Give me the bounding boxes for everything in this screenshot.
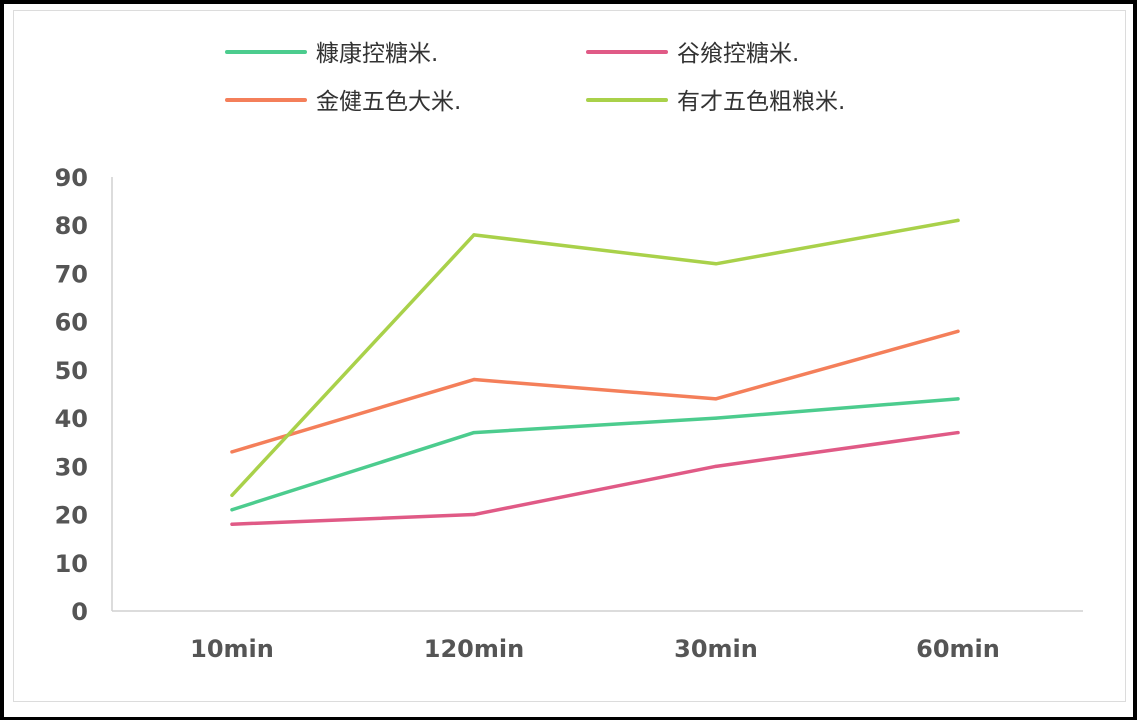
x-axis-ticks: 10min 120min 30min 60min (190, 635, 1000, 663)
data-point (714, 464, 718, 468)
series-group (230, 397, 960, 512)
legend-label: 金健五色大米. (316, 89, 461, 115)
y-tick-label: 50 (55, 357, 88, 385)
data-point (956, 397, 960, 401)
y-axis-ticks: 0 10 20 30 40 50 60 70 80 90 (55, 164, 88, 626)
data-point (956, 218, 960, 222)
legend-label: 有才五色粗粮米. (677, 89, 845, 115)
legend-item: 有才五色粗粮米. (586, 89, 845, 115)
series-line (230, 397, 960, 512)
x-tick-label: 120min (424, 635, 524, 663)
data-point (714, 262, 718, 266)
series-line (230, 329, 960, 454)
y-tick-label: 60 (55, 309, 88, 337)
data-point (230, 450, 234, 454)
axes (111, 177, 1083, 612)
x-tick-label: 60min (916, 635, 1000, 663)
legend-label: 谷飨控糖米. (677, 41, 799, 67)
series-line (230, 218, 960, 498)
x-tick-label: 10min (190, 635, 274, 663)
y-tick-label: 0 (71, 598, 88, 626)
data-point (472, 512, 476, 517)
chart-panel (13, 10, 1126, 702)
y-tick-label: 10 (55, 550, 88, 578)
series-layer (230, 218, 960, 526)
legend-item: 谷飨控糖米. (586, 41, 799, 67)
data-point (472, 430, 476, 435)
data-point (230, 508, 234, 512)
data-point (714, 397, 718, 401)
series-group (230, 218, 960, 498)
series-group (230, 329, 960, 454)
legend-item: 金健五色大米. (225, 89, 461, 115)
data-point (956, 430, 960, 435)
data-point (472, 233, 476, 237)
y-tick-label: 40 (55, 405, 88, 433)
x-tick-label: 30min (674, 635, 758, 663)
series-group (230, 430, 960, 526)
y-tick-label: 70 (55, 260, 88, 288)
data-point (472, 377, 476, 382)
y-tick-label: 80 (55, 212, 88, 240)
data-point (230, 522, 234, 526)
data-point (714, 416, 718, 420)
legend-item: 糠康控糖米. (225, 41, 438, 67)
legend-label: 糠康控糖米. (316, 41, 438, 67)
legend: 糠康控糖米. 谷飨控糖米. 金健五色大米. 有才五色粗粮米. (225, 41, 845, 115)
y-tick-label: 30 (55, 453, 88, 481)
series-line (230, 430, 960, 526)
data-point (956, 329, 960, 333)
data-point (230, 493, 234, 497)
y-tick-label: 20 (55, 502, 88, 530)
y-tick-label: 90 (55, 164, 88, 192)
